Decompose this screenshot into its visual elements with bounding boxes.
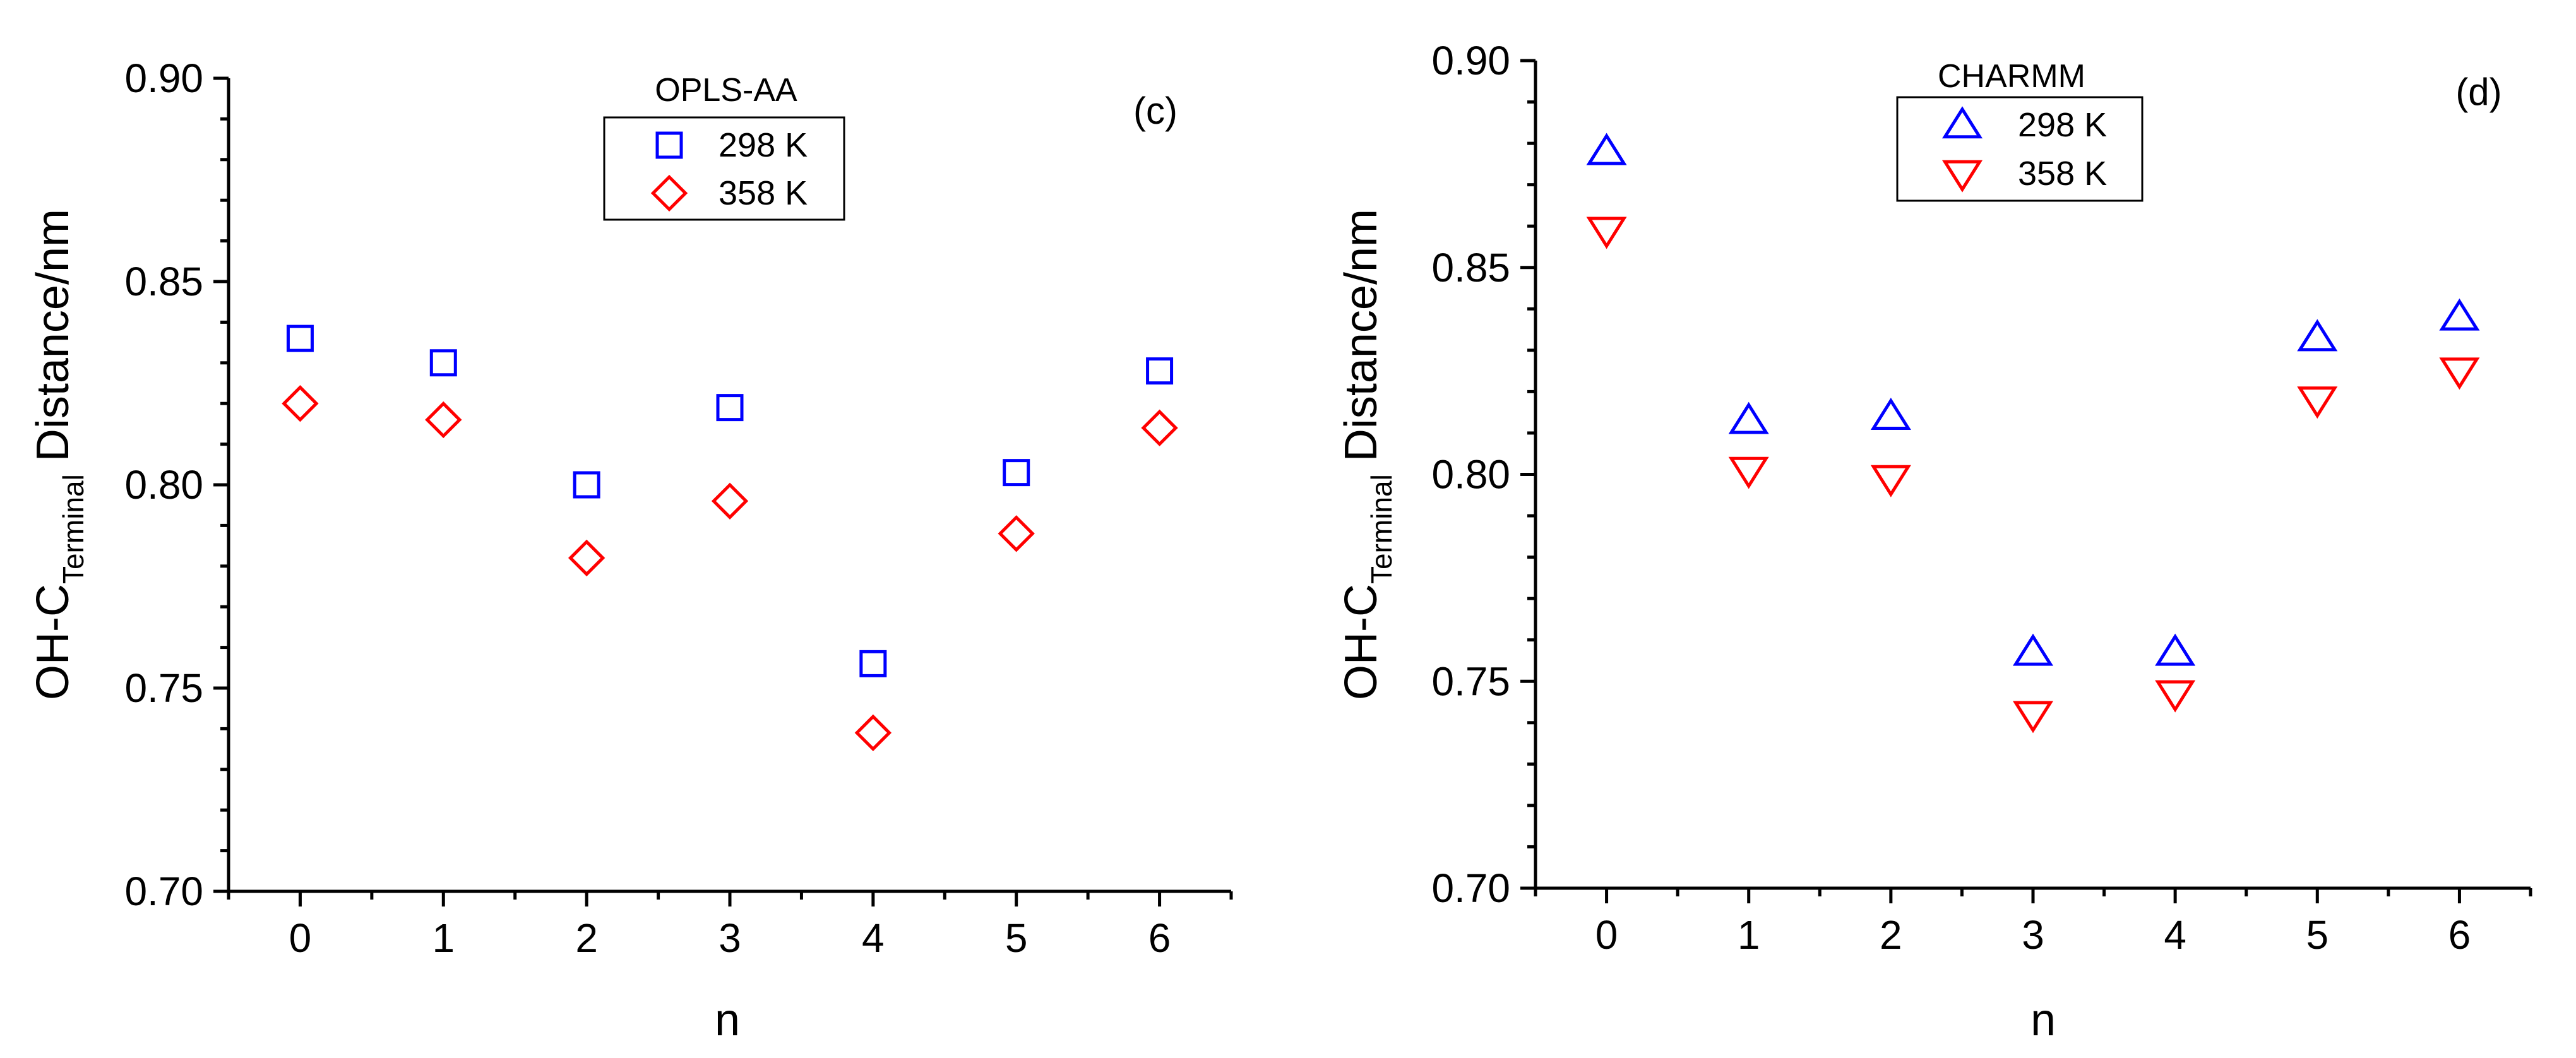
data-point-diamond bbox=[854, 714, 892, 752]
panel-tag: (d) bbox=[2455, 71, 2501, 113]
legend-marker-square bbox=[655, 131, 683, 159]
panel-tag: (c) bbox=[1133, 90, 1178, 132]
legend-title: CHARMM bbox=[1938, 58, 2085, 95]
data-point-triangle-up bbox=[1870, 398, 1911, 430]
data-point-square bbox=[429, 349, 457, 377]
legend-label: 298 K bbox=[719, 126, 808, 164]
data-point-triangle-up bbox=[2297, 319, 2338, 352]
data-point-square bbox=[1146, 357, 1174, 385]
legend-title: OPLS-AA bbox=[655, 72, 797, 109]
data-point-triangle-down bbox=[1586, 217, 1627, 249]
data-point-square bbox=[573, 471, 600, 499]
x-tick-label: 4 bbox=[2164, 912, 2186, 958]
panel-c-opls-aa: 0.70 0.75 0.80 0.85 0.90 0 1 2 3 4 5 6 n OH-CTerminal… bbox=[28, 56, 1233, 1045]
y-tick-label: 0.75 bbox=[1431, 658, 1510, 704]
data-point-triangle-down bbox=[2012, 701, 2054, 734]
x-tick-label: 4 bbox=[862, 915, 885, 961]
data-point-triangle-up bbox=[2155, 633, 2196, 666]
legend-marker-triangle-up bbox=[1941, 106, 1983, 139]
data-point-triangle-up bbox=[1728, 401, 1769, 434]
data-point-square bbox=[1003, 459, 1030, 487]
x-tick-label: 6 bbox=[2448, 912, 2471, 958]
x-axis-title: n bbox=[715, 995, 740, 1045]
data-point-square bbox=[716, 394, 744, 422]
x-tick-label: 6 bbox=[1148, 915, 1171, 961]
data-point-square bbox=[286, 324, 314, 352]
x-tick-label: 2 bbox=[575, 915, 598, 961]
legend-label: 358 K bbox=[719, 174, 808, 212]
data-point-square bbox=[859, 650, 887, 677]
data-point-triangle-up bbox=[1586, 133, 1627, 165]
y-axis-title-main: OH-C bbox=[28, 584, 78, 700]
data-point-diamond bbox=[998, 515, 1035, 552]
y-tick-label: 0.70 bbox=[1431, 865, 1510, 911]
data-point-triangle-down bbox=[1870, 465, 1911, 497]
y-tick-label: 0.80 bbox=[1431, 452, 1510, 497]
y-tick-label: 0.75 bbox=[124, 665, 203, 711]
y-tick-label: 0.80 bbox=[124, 462, 203, 508]
x-tick-label: 1 bbox=[432, 915, 455, 961]
y-tick-label: 0.85 bbox=[124, 259, 203, 304]
y-axis-title-suffix: Distance/nm bbox=[1336, 209, 1386, 474]
x-tick-label: 5 bbox=[1005, 915, 1028, 961]
x-tick-label: 0 bbox=[1595, 912, 1618, 958]
data-point-triangle-down bbox=[2297, 386, 2338, 419]
y-tick-label: 0.70 bbox=[124, 869, 203, 914]
data-point-diamond bbox=[282, 385, 319, 422]
x-tick-label: 5 bbox=[2306, 912, 2329, 958]
data-point-diamond bbox=[711, 482, 749, 520]
y-axis-title-subscript: Terminal bbox=[57, 474, 90, 584]
y-axis-title-main: OH-C bbox=[1336, 584, 1386, 700]
x-axis-title: n bbox=[2030, 995, 2056, 1045]
data-point-triangle-down bbox=[2439, 357, 2480, 390]
data-point-diamond bbox=[568, 539, 605, 577]
y-axis-title-subscript: Terminal bbox=[1365, 474, 1398, 584]
data-point-triangle-up bbox=[2012, 633, 2054, 666]
panel-d-charmm: 0.70 0.75 0.80 0.85 0.90 0 1 2 3 4 5 6 n OH-CTerminal… bbox=[1336, 38, 2532, 1045]
y-tick-label: 0.85 bbox=[1431, 245, 1510, 290]
y-axis-title: OH-CTerminal Distance/nm bbox=[1336, 209, 1398, 700]
x-tick-label: 1 bbox=[1738, 912, 1760, 958]
legend-marker-diamond bbox=[650, 174, 688, 212]
x-tick-label: 0 bbox=[289, 915, 312, 961]
y-axis-title-suffix: Distance/nm bbox=[28, 209, 78, 474]
x-tick-label: 3 bbox=[2022, 912, 2044, 958]
y-axis-title: OH-CTerminal Distance/nm bbox=[28, 209, 90, 700]
x-tick-label: 3 bbox=[719, 915, 741, 961]
data-point-triangle-down bbox=[2155, 680, 2196, 713]
y-tick-label: 0.90 bbox=[1431, 38, 1510, 83]
data-point-triangle-up bbox=[2439, 298, 2480, 331]
data-point-diamond bbox=[1141, 409, 1178, 447]
data-point-diamond bbox=[425, 401, 462, 439]
data-point-triangle-down bbox=[1728, 456, 1769, 489]
legend-box bbox=[603, 116, 845, 221]
legend-box bbox=[1896, 96, 2144, 202]
legend-label: 298 K bbox=[2018, 106, 2107, 144]
legend-label: 358 K bbox=[2018, 155, 2107, 193]
legend-marker-triangle-down bbox=[1941, 160, 1983, 193]
x-tick-label: 2 bbox=[1880, 912, 1902, 958]
y-tick-label: 0.90 bbox=[124, 56, 203, 101]
